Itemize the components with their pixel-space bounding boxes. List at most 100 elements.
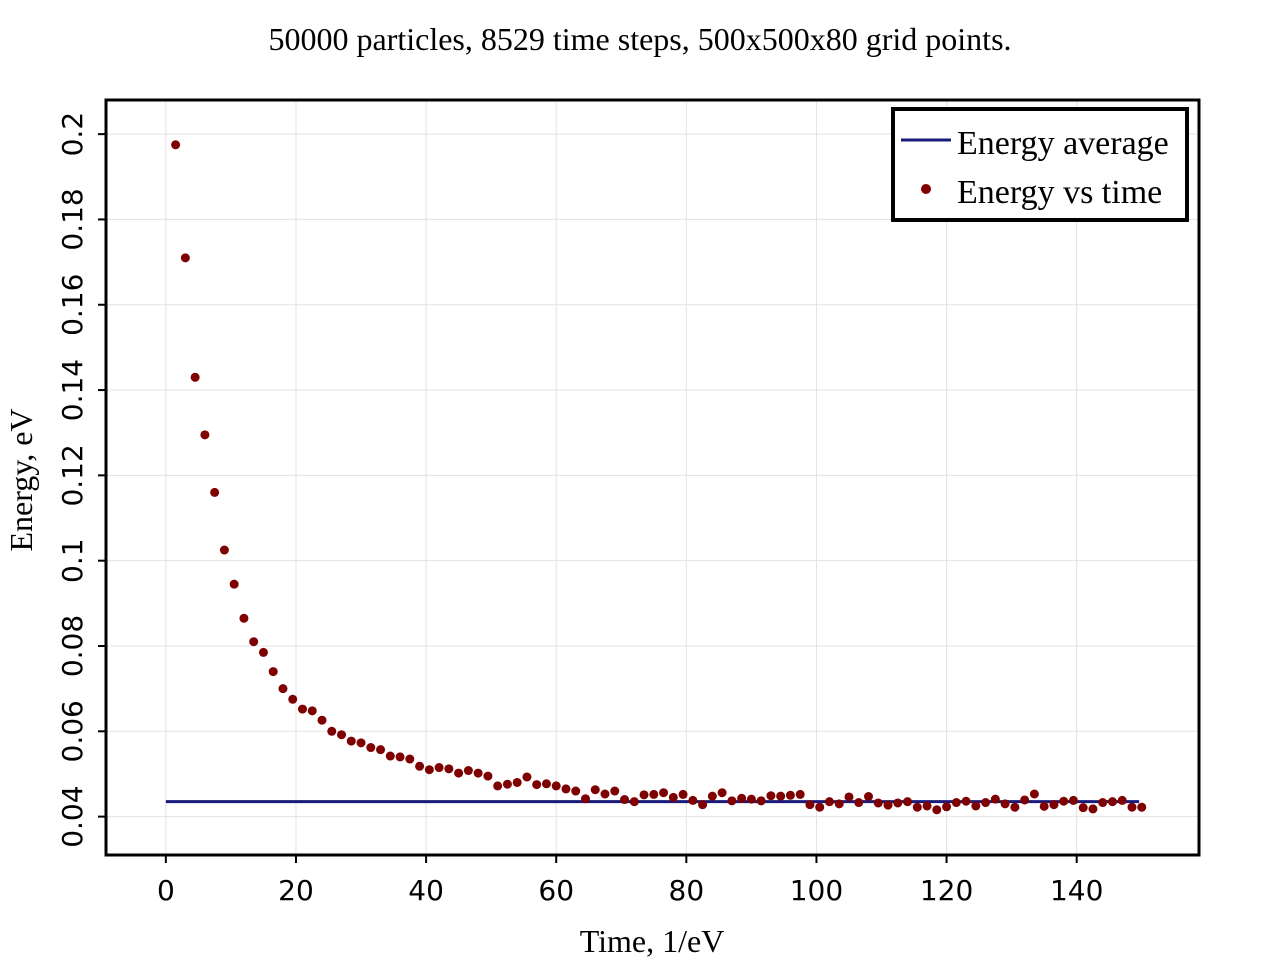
energy-point: [610, 786, 620, 796]
energy-point: [317, 715, 327, 725]
energy-point: [200, 430, 210, 440]
x-tick-label: 80: [669, 874, 705, 907]
energy-point: [395, 752, 405, 762]
energy-point: [454, 768, 464, 778]
energy-point: [1010, 802, 1020, 812]
energy-point: [942, 802, 952, 812]
energy-point: [493, 781, 503, 791]
energy-point: [376, 745, 386, 755]
energy-point: [561, 784, 571, 794]
energy-point: [473, 768, 483, 778]
x-tick-label: 40: [408, 874, 444, 907]
energy-point: [893, 798, 903, 808]
y-tick-label: 0.08: [56, 615, 89, 677]
y-tick-label: 0.12: [56, 444, 89, 506]
y-axis-label: Energy, eV: [3, 408, 39, 551]
energy-point: [639, 790, 649, 800]
chart-title: 50000 particles, 8529 time steps, 500x50…: [268, 21, 1011, 57]
energy-point: [297, 704, 307, 714]
energy-point: [844, 792, 854, 802]
energy-point: [590, 785, 600, 795]
energy-point: [415, 761, 425, 771]
series-layer: [165, 140, 1147, 815]
energy-point: [258, 647, 268, 657]
energy-point: [1098, 798, 1108, 808]
energy-point: [707, 791, 717, 801]
energy-point: [912, 802, 922, 812]
y-tick-label: 0.14: [56, 359, 89, 421]
y-tick-label: 0.1: [56, 538, 89, 583]
legend-label-average: Energy average: [957, 125, 1169, 162]
energy-point: [659, 788, 669, 798]
y-tick-label: 0.04: [56, 785, 89, 847]
energy-point: [883, 800, 893, 810]
energy-point: [190, 372, 200, 382]
energy-point: [239, 613, 249, 623]
energy-point: [854, 798, 864, 808]
energy-point: [990, 794, 1000, 804]
energy-point: [649, 789, 659, 799]
energy-point: [1000, 799, 1010, 809]
x-tick-label: 100: [790, 874, 843, 907]
legend: Energy average Energy vs time: [891, 107, 1189, 222]
energy-point: [600, 789, 610, 799]
energy-point: [1039, 801, 1049, 811]
energy-point: [717, 788, 727, 798]
x-tick-label: 20: [278, 874, 314, 907]
energy-point: [424, 765, 434, 775]
energy-point: [346, 736, 356, 746]
energy-point: [1088, 804, 1098, 814]
legend-label-scatter: Energy vs time: [957, 174, 1162, 211]
energy-point: [873, 798, 883, 808]
energy-point: [698, 800, 708, 810]
energy-point: [434, 763, 444, 773]
energy-point: [1049, 800, 1059, 810]
energy-point: [522, 772, 532, 782]
plot-frame: [104, 98, 1201, 857]
energy-point: [971, 801, 981, 811]
energy-point: [571, 786, 581, 796]
energy-point: [541, 779, 551, 789]
energy-point: [1107, 797, 1117, 807]
energy-point: [356, 738, 366, 748]
energy-point: [1059, 796, 1069, 806]
x-tick-label: 120: [920, 874, 973, 907]
x-tick-label: 140: [1050, 874, 1103, 907]
energy-point: [678, 789, 688, 799]
energy-point: [327, 726, 337, 736]
energy-point: [688, 795, 698, 805]
energy-point: [337, 730, 347, 740]
energy-point: [766, 791, 776, 801]
energy-point: [249, 637, 259, 647]
energy-point: [1127, 802, 1137, 812]
energy-point: [512, 777, 522, 787]
energy-point: [1078, 803, 1088, 813]
energy-point: [463, 766, 473, 776]
energy-point: [961, 796, 971, 806]
energy-point: [795, 789, 805, 799]
energy-point: [1068, 795, 1078, 805]
energy-point: [1020, 795, 1030, 805]
energy-point: [737, 793, 747, 803]
energy-point: [1117, 795, 1127, 805]
energy-point: [532, 780, 542, 790]
y-tick-label: 0.18: [56, 188, 89, 250]
energy-point: [981, 798, 991, 808]
x-tick-label: 0: [157, 874, 175, 907]
energy-point: [951, 798, 961, 808]
energy-point: [746, 794, 756, 804]
energy-point: [727, 796, 737, 806]
energy-point: [1029, 789, 1039, 799]
energy-point: [551, 781, 561, 791]
energy-point: [668, 792, 678, 802]
energy-point: [824, 797, 834, 807]
energy-point: [629, 797, 639, 807]
energy-point: [903, 797, 913, 807]
energy-point: [229, 579, 239, 589]
y-tick-label: 0.06: [56, 700, 89, 762]
energy-point: [776, 791, 786, 801]
energy-point: [366, 743, 376, 753]
energy-point: [834, 799, 844, 809]
energy-point: [502, 779, 512, 789]
